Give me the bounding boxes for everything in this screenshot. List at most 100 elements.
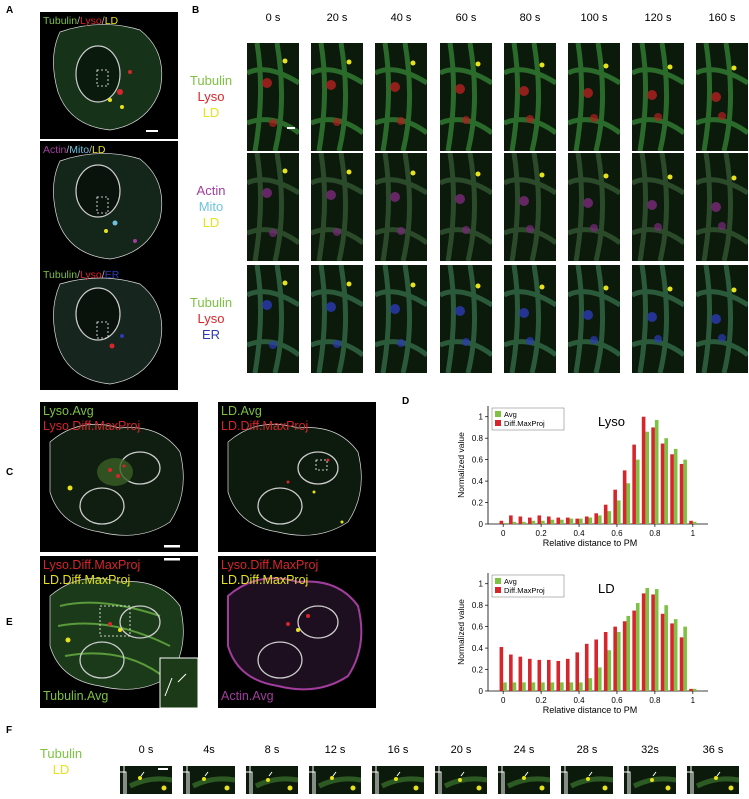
legend-swatch (495, 578, 501, 584)
timelapse-frame (440, 43, 492, 151)
bar (579, 682, 583, 691)
timelapse-frame (440, 153, 492, 261)
bar (546, 516, 551, 524)
y-axis-label: Normalized value (456, 432, 466, 498)
bar (607, 511, 612, 524)
channel-label: Lyso.Avg (43, 404, 94, 418)
channel-label-segment: / (77, 269, 80, 281)
channel-label: Tubulin (39, 746, 83, 761)
bar (569, 518, 574, 524)
x-tick-label: 0.4 (573, 696, 585, 705)
bar (499, 647, 504, 691)
channel-label: Lyso (197, 89, 225, 104)
bar (603, 504, 608, 524)
channel-label: Mito (198, 199, 224, 214)
bar (616, 632, 621, 691)
bar (537, 659, 542, 691)
bar (550, 519, 555, 524)
chart-ld: 0 0.2 0.4 0.6 0.8 1 0 0.2 0.4 0.6 0.8 1 Relative dis… (456, 573, 708, 715)
bar (622, 621, 627, 691)
cell-micrograph (218, 402, 376, 552)
channel-label-segment: Mito (69, 144, 90, 156)
panel-letter-e: E (6, 617, 13, 628)
bar (683, 459, 687, 524)
timelapse-frame (632, 265, 684, 373)
cell-micrograph (218, 556, 376, 708)
bar (588, 517, 593, 524)
time-label: 8 s (264, 744, 280, 756)
channel-label: Lyso.Diff.MaxProj (43, 419, 141, 433)
bar (679, 637, 684, 691)
bar (531, 682, 536, 691)
bar (635, 603, 640, 691)
bar (613, 626, 617, 691)
x-axis-label: Relative distance to PM (543, 705, 638, 715)
bar (616, 500, 621, 524)
panel-e-image-tubulin: Lyso.Diff.MaxProj LD.Diff.MaxProj Tubulin… (40, 556, 198, 708)
panel-e-right-labels: Lyso.Diff.MaxProj LD.Diff.MaxProj (221, 558, 318, 588)
row-label: Tubulin Lyso LD (176, 73, 246, 121)
bar (683, 626, 687, 691)
x-tick-label: 0.8 (649, 529, 661, 538)
y-tick-label: 1 (479, 580, 484, 589)
timelapse-frame (372, 766, 424, 794)
cell-micrograph (40, 556, 198, 708)
x-tick-label: 0.6 (611, 529, 623, 538)
y-tick-label: 0.4 (472, 477, 484, 486)
bar (565, 517, 570, 524)
timelapse-frame (375, 43, 427, 151)
legend-label: Avg (504, 577, 517, 586)
legend-label: Diff.MaxProj (504, 586, 545, 595)
bar (692, 521, 697, 524)
bar (518, 656, 523, 691)
timelapse-frame (435, 766, 487, 794)
panel-c-image-lyso: Lyso.Avg Lyso.Diff.MaxProj (40, 402, 198, 552)
bar (632, 444, 636, 524)
cell-micrograph (40, 402, 198, 552)
timelapse-frame (311, 265, 363, 373)
legend-swatch (495, 587, 501, 593)
y-tick-label: 0.6 (472, 456, 484, 465)
time-label: 160 s (708, 12, 736, 24)
timelapse-frame (183, 766, 235, 794)
channel-label-segment: Lyso (79, 15, 102, 27)
bar (679, 463, 684, 524)
channel-label: Actin (196, 183, 226, 198)
time-label: 60 s (455, 12, 477, 24)
channel-label: LD.Avg (221, 404, 262, 418)
channel-label-segment: Tubulin (43, 15, 78, 27)
bar (654, 419, 659, 524)
bar (522, 682, 526, 691)
channel-label-segment: Tubulin (43, 269, 78, 281)
cell-micrograph (40, 141, 178, 266)
y-tick-label: 0 (479, 687, 484, 696)
chart-title: Lyso (598, 414, 625, 429)
bar (584, 643, 589, 691)
y-tick-label: 0.2 (472, 666, 484, 675)
cell-micrograph (40, 266, 178, 390)
x-tick-label: 1 (691, 529, 696, 538)
bar (594, 639, 598, 691)
timelapse-frame (568, 265, 620, 373)
channel-label: LD (52, 762, 70, 777)
bar (522, 521, 526, 524)
time-label: 28 s (576, 744, 598, 756)
chart-title: LD (598, 581, 615, 596)
timelapse-frame (696, 43, 748, 151)
time-label: 24 s (513, 744, 535, 756)
time-label: 4s (203, 744, 215, 756)
timelapse-frame (498, 766, 550, 794)
x-tick-label: 0.2 (536, 529, 548, 538)
bar (541, 682, 545, 691)
bar (626, 615, 631, 691)
channel-label: Lyso.Diff.MaxProj (221, 558, 319, 572)
timelapse-frame (311, 43, 363, 151)
timelapse-frame (440, 265, 492, 373)
y-tick-label: 0.4 (472, 644, 484, 653)
panel-c-left-labels: Lyso.Avg Lyso.Diff.MaxProj (43, 404, 140, 434)
timelapse-frame (247, 265, 299, 373)
channel-label-segment: / (89, 144, 93, 156)
channel-label: Actin.Avg (221, 689, 274, 703)
timelapse-frame (561, 766, 613, 794)
channel-label: LD.Diff.MaxProj (43, 573, 131, 587)
